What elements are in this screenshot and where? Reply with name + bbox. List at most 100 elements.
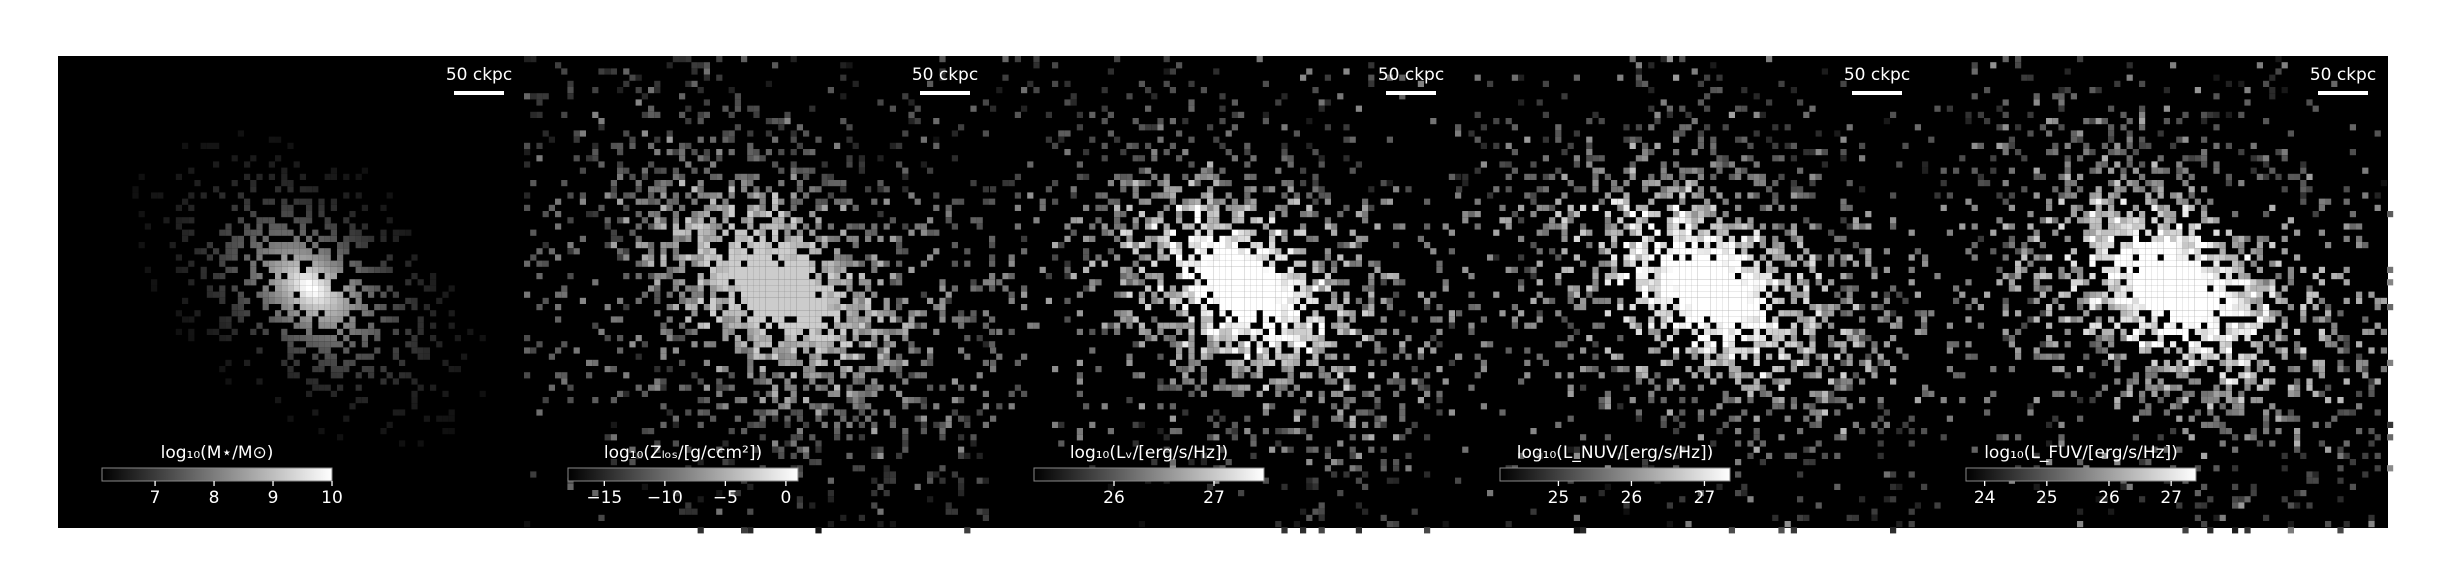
pixel bbox=[703, 68, 710, 75]
pixel bbox=[877, 328, 884, 335]
pixel bbox=[1300, 335, 1307, 342]
pixel bbox=[1293, 279, 1300, 286]
pixel bbox=[1219, 142, 1226, 149]
pixel bbox=[1374, 415, 1381, 422]
pixel bbox=[1580, 347, 1587, 354]
pixel bbox=[1275, 248, 1282, 255]
pixel bbox=[1163, 204, 1170, 211]
pixel bbox=[2089, 217, 2096, 224]
pixel bbox=[1883, 409, 1890, 416]
scale-label: 50 ckpc bbox=[1844, 65, 1910, 85]
pixel bbox=[660, 322, 667, 329]
pixel bbox=[2002, 254, 2009, 261]
pixel bbox=[1846, 378, 1853, 385]
pixel bbox=[1728, 279, 1735, 286]
pixel bbox=[2089, 304, 2096, 311]
pixel bbox=[1405, 465, 1412, 472]
pixel bbox=[1157, 136, 1164, 143]
pixel bbox=[1784, 229, 1791, 236]
pixel bbox=[1244, 310, 1251, 317]
pixel bbox=[299, 198, 306, 205]
pixel bbox=[1716, 279, 1723, 286]
pixel bbox=[1188, 328, 1195, 335]
pixel bbox=[1436, 341, 1443, 348]
pixel bbox=[1436, 366, 1443, 373]
pixel bbox=[1679, 260, 1686, 267]
pixel bbox=[250, 235, 257, 242]
pixel bbox=[1176, 273, 1183, 280]
pixel bbox=[1921, 483, 1928, 490]
pixel bbox=[747, 279, 754, 286]
pixel bbox=[852, 322, 859, 329]
pixel bbox=[1604, 390, 1611, 397]
pixel bbox=[1468, 322, 1475, 329]
pixel bbox=[2077, 266, 2084, 273]
pixel bbox=[1902, 297, 1909, 304]
pixel bbox=[1654, 335, 1661, 342]
pixel bbox=[454, 366, 461, 373]
pixel bbox=[1052, 198, 1059, 205]
pixel bbox=[1300, 527, 1307, 534]
pixel bbox=[1797, 341, 1804, 348]
pixel bbox=[790, 359, 797, 366]
pixel bbox=[996, 403, 1003, 410]
pixel bbox=[1561, 266, 1568, 273]
pixel bbox=[1797, 186, 1804, 193]
pixel bbox=[827, 477, 834, 484]
pixel bbox=[1287, 341, 1294, 348]
pixel bbox=[1207, 273, 1214, 280]
pixel bbox=[1735, 105, 1742, 112]
pixel bbox=[1021, 390, 1028, 397]
pixel bbox=[1840, 273, 1847, 280]
pixel bbox=[1132, 217, 1139, 224]
pixel bbox=[1747, 304, 1754, 311]
pixel bbox=[392, 353, 399, 360]
pixel bbox=[1244, 273, 1251, 280]
pixel bbox=[2039, 353, 2046, 360]
pixel bbox=[330, 341, 337, 348]
pixel bbox=[1815, 440, 1822, 447]
pixel bbox=[1107, 180, 1114, 187]
pixel bbox=[1642, 273, 1649, 280]
pixel bbox=[275, 229, 282, 236]
colorbar-tick-label: 10 bbox=[321, 488, 343, 508]
pixel bbox=[1194, 266, 1201, 273]
pixel bbox=[1766, 409, 1773, 416]
pixel bbox=[1182, 260, 1189, 267]
pixel bbox=[1126, 353, 1133, 360]
pixel bbox=[1424, 198, 1431, 205]
pixel bbox=[1194, 260, 1201, 267]
pixel bbox=[1132, 421, 1139, 428]
pixel bbox=[1549, 248, 1556, 255]
pixel bbox=[1455, 130, 1462, 137]
pixel bbox=[747, 483, 754, 490]
pixel bbox=[1219, 328, 1226, 335]
pixel bbox=[703, 167, 710, 174]
pixel bbox=[1691, 372, 1698, 379]
pixel bbox=[1281, 310, 1288, 317]
pixel bbox=[1300, 273, 1307, 280]
pixel bbox=[679, 297, 686, 304]
pixel bbox=[790, 304, 797, 311]
pixel bbox=[1984, 180, 1991, 187]
pixel bbox=[1728, 335, 1735, 342]
pixel bbox=[1207, 173, 1214, 180]
pixel bbox=[784, 440, 791, 447]
pixel bbox=[1287, 285, 1294, 292]
pixel bbox=[821, 341, 828, 348]
pixel bbox=[1846, 514, 1853, 521]
pixel bbox=[1728, 223, 1735, 230]
pixel bbox=[1679, 297, 1686, 304]
pixel bbox=[1685, 217, 1692, 224]
pixel bbox=[610, 242, 617, 249]
pixel bbox=[951, 260, 958, 267]
pixel bbox=[1355, 235, 1362, 242]
pixel bbox=[1846, 403, 1853, 410]
pixel bbox=[219, 316, 226, 323]
pixel bbox=[672, 192, 679, 199]
pixel bbox=[815, 403, 822, 410]
pixel bbox=[728, 130, 735, 137]
pixel bbox=[604, 217, 611, 224]
pixel bbox=[281, 304, 288, 311]
pixel bbox=[1101, 118, 1108, 125]
